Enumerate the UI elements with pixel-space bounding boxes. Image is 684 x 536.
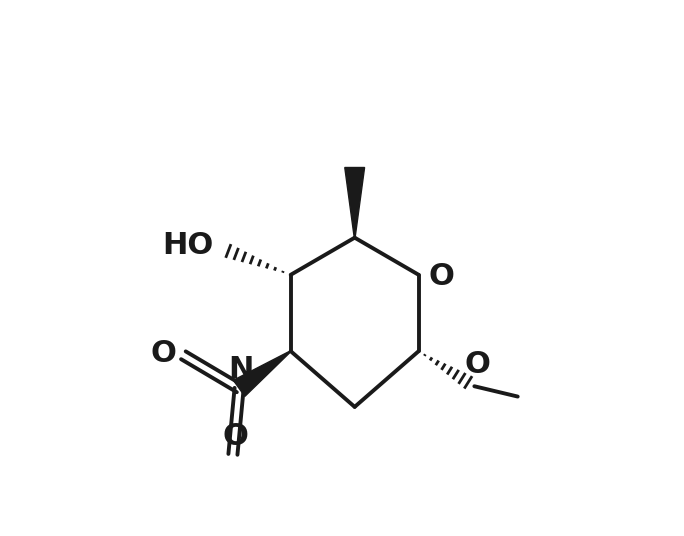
Text: O: O [464, 350, 490, 379]
Polygon shape [345, 167, 365, 237]
Text: O: O [429, 262, 455, 292]
Text: O: O [150, 339, 176, 368]
Polygon shape [233, 351, 291, 396]
Text: O: O [222, 422, 248, 451]
Text: N: N [228, 355, 254, 384]
Text: HO: HO [162, 232, 213, 260]
